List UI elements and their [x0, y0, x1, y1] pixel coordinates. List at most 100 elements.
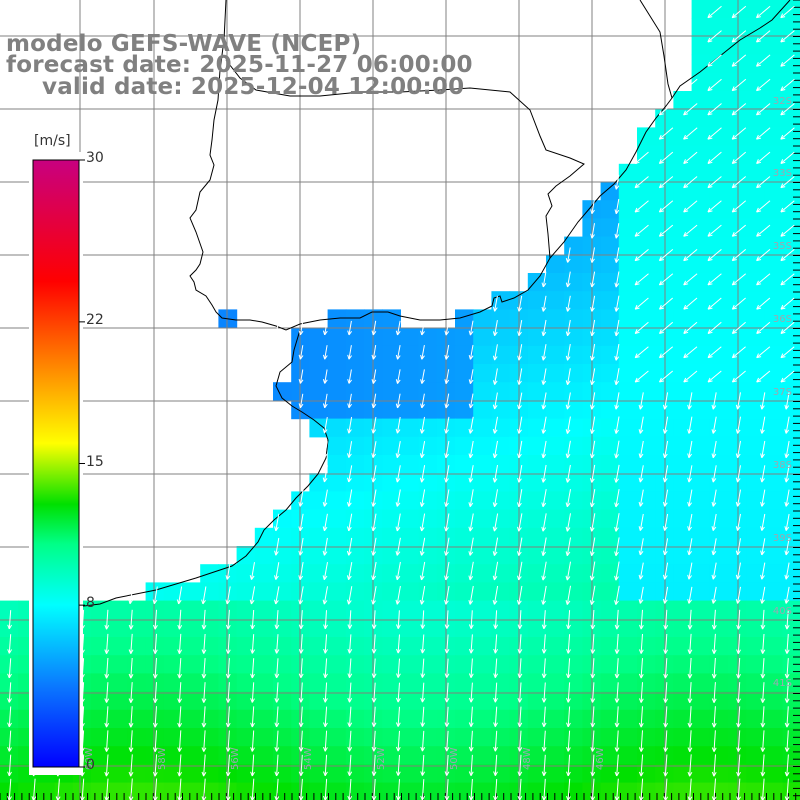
wind-speed-cell — [709, 728, 729, 747]
wind-arrow — [395, 730, 401, 752]
wind-speed-cell — [618, 254, 638, 274]
wind-speed-cell — [564, 691, 583, 711]
wind-speed-cell — [254, 764, 274, 784]
wind-arrow — [419, 586, 426, 605]
wind-speed-cell — [327, 618, 347, 638]
wind-speed-cell — [382, 673, 401, 693]
wind-speed-cell — [491, 527, 511, 547]
wind-arrow — [735, 465, 741, 483]
wind-arrow — [492, 513, 499, 532]
wind-arrow — [784, 489, 790, 507]
wind-speed-cell — [673, 618, 693, 638]
wind-speed-cell — [691, 0, 711, 19]
wind-speed-cell — [709, 509, 729, 529]
wind-speed-cell — [600, 509, 620, 529]
wind-speed-cell — [728, 109, 747, 128]
wind-arrow — [590, 416, 596, 434]
wind-speed-cell — [309, 655, 329, 674]
wind-speed-cell — [764, 673, 784, 693]
colorbar-unit-label: [m/s] — [34, 133, 71, 149]
wind-arrow — [614, 392, 620, 410]
wind-speed-cell — [691, 436, 711, 456]
wind-speed-cell — [691, 728, 711, 747]
wind-speed-cell — [473, 709, 492, 729]
wind-speed-cell — [527, 473, 547, 492]
wind-speed-cell — [709, 637, 729, 656]
wind-arrow — [780, 346, 795, 359]
wind-speed-cell — [236, 618, 256, 638]
wind-speed-cell — [564, 327, 583, 347]
wind-speed-cell — [746, 72, 765, 92]
wind-arrow — [517, 489, 523, 508]
wind-speed-cell — [709, 709, 729, 729]
wind-arrow — [201, 658, 207, 679]
wind-arrow — [517, 392, 523, 410]
wind-arrow — [662, 489, 669, 507]
wind-arrow — [444, 634, 450, 654]
wind-speed-cell — [709, 582, 729, 602]
wind-arrow — [687, 754, 693, 777]
wind-arrow — [736, 657, 741, 679]
wind-speed-cell — [709, 0, 729, 19]
wind-arrow — [565, 416, 571, 434]
wind-speed-cell — [127, 691, 147, 711]
wind-speed-cell — [254, 728, 274, 747]
wind-speed-cell — [527, 273, 547, 292]
wind-arrow — [614, 682, 620, 703]
wind-arrow — [274, 610, 280, 630]
wind-arrow — [736, 754, 741, 777]
wind-speed-cell — [746, 218, 765, 238]
wind-arrow — [225, 682, 231, 703]
wind-speed-cell — [764, 382, 784, 401]
wind-speed-cell — [637, 218, 656, 238]
wind-speed-cell — [109, 709, 128, 729]
wind-speed-cell — [728, 673, 747, 693]
wind-arrow — [590, 368, 596, 386]
wind-speed-cell — [764, 72, 784, 92]
wind-arrow — [517, 658, 523, 679]
wind-speed-cell — [473, 400, 492, 420]
wind-speed-cell — [764, 637, 784, 656]
wind-arrow — [756, 176, 771, 189]
wind-speed-cell — [491, 618, 511, 638]
wind-arrow — [492, 465, 498, 483]
wind-arrow — [614, 537, 620, 557]
latitude-label: 35S — [773, 241, 792, 252]
wind-arrow — [565, 513, 571, 532]
wind-speed-cell — [327, 509, 347, 529]
wind-arrow — [687, 489, 693, 507]
wind-speed-cell — [18, 782, 37, 800]
wind-speed-cell — [637, 418, 656, 438]
wind-speed-cell — [491, 455, 511, 474]
wind-speed-cell — [600, 382, 620, 401]
wind-speed-cell — [673, 527, 693, 547]
wind-speed-cell — [546, 564, 565, 583]
wind-arrow — [541, 319, 547, 337]
wind-speed-cell — [400, 455, 420, 474]
wind-speed-cell — [327, 418, 347, 438]
wind-arrow — [687, 513, 693, 531]
wind-speed-cell — [291, 509, 310, 529]
wind-speed-cell — [473, 764, 492, 784]
wind-speed-cell — [691, 691, 711, 711]
wind-speed-cell — [691, 655, 711, 674]
wind-speed-cell — [746, 527, 765, 547]
wind-arrow — [638, 538, 644, 556]
wind-speed-cell — [618, 327, 638, 347]
wind-speed-cell — [345, 764, 365, 784]
wind-arrow — [468, 369, 474, 384]
wind-speed-cell — [746, 564, 765, 583]
wind-speed-cell — [673, 782, 693, 800]
wind-arrow — [492, 392, 498, 410]
wind-speed-cell — [127, 655, 147, 674]
wind-speed-cell — [637, 728, 656, 747]
wind-arrow — [323, 754, 328, 777]
wind-speed-cell — [400, 436, 420, 456]
longitude-label: 54W — [303, 747, 314, 770]
wind-arrow — [201, 633, 207, 654]
wind-speed-cell — [145, 746, 165, 765]
wind-arrow — [468, 610, 474, 629]
wind-arrow — [371, 754, 377, 776]
wind-arrow — [298, 706, 304, 728]
wind-arrow — [614, 223, 620, 239]
